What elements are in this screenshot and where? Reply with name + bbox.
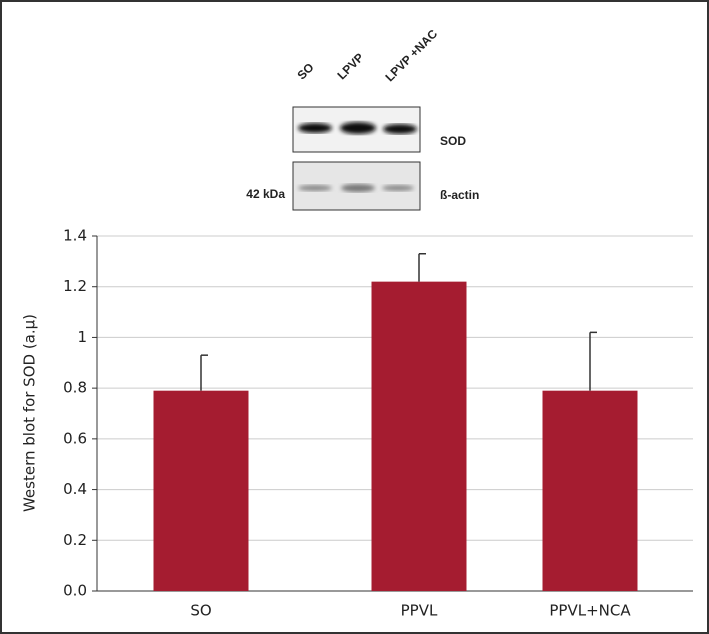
y-tick-label: 1	[77, 328, 87, 346]
x-tick-label: PPVL+NCA	[549, 602, 631, 620]
y-tick-label: 0.6	[63, 429, 87, 447]
y-tick-label: 0.2	[63, 531, 87, 549]
band	[298, 185, 332, 191]
y-axis-label: Western blot for SOD (a.µ)	[21, 314, 39, 512]
x-tick-label: PPVL	[401, 602, 438, 620]
x-tick-label: SO	[190, 602, 211, 620]
y-tick-label: 0.8	[63, 379, 87, 397]
band	[298, 123, 332, 133]
band-label: ß-actin	[440, 188, 479, 202]
bar	[371, 281, 467, 591]
y-tick-label: 1.2	[63, 277, 87, 295]
band-label: SOD	[440, 134, 466, 148]
y-tick-label: 0.4	[63, 480, 87, 498]
error-bar	[589, 331, 597, 391]
bar	[153, 390, 249, 591]
band	[383, 124, 417, 134]
band	[341, 184, 375, 192]
band	[382, 185, 414, 191]
marker-label: 42 kDa	[246, 187, 285, 201]
y-tick-label: 1.4	[63, 227, 87, 245]
band	[340, 122, 376, 134]
error-bar	[418, 253, 426, 282]
bar	[542, 390, 638, 591]
y-tick-label: 0.0	[63, 582, 87, 600]
error-bar	[200, 354, 208, 391]
